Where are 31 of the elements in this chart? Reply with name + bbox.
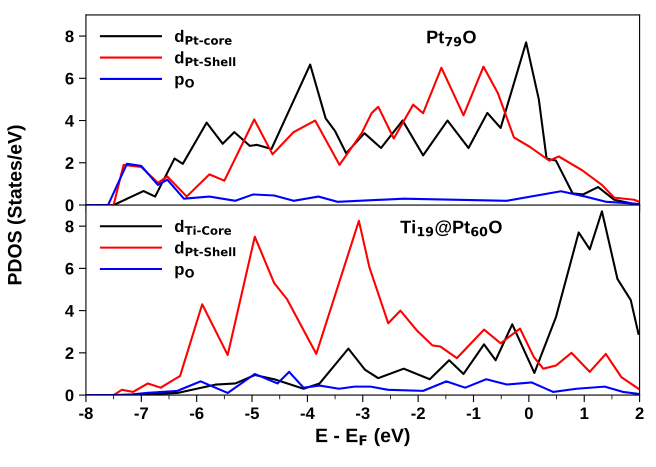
y-tick-label: 0	[66, 389, 74, 402]
y-tick-label: 2	[65, 347, 74, 359]
y-tick-label: 0	[66, 199, 74, 212]
x-tick-label: -3	[356, 407, 370, 420]
x-tick-label: -7	[134, 408, 148, 419]
y-axis-title: PDOS (States/eV)	[7, 125, 26, 284]
x-tick-label: -6	[190, 407, 204, 420]
y-tick-label: 6	[65, 262, 74, 275]
y-tick-label: 8	[65, 220, 74, 232]
legend-label: d$_{Pt-Shell}$	[174, 51, 236, 66]
legend-label: p$_{O}$	[175, 76, 194, 88]
annotation: Ti$_{19}$@Pt$_{60}$O	[400, 220, 502, 236]
x-tick-label: -1	[466, 408, 480, 419]
x-tick-label: 2	[636, 407, 644, 419]
x-tick-label: 0	[524, 407, 533, 420]
annotation: Pt$_{79}$O	[427, 30, 476, 46]
legend-label: d$_{Pt-core}$	[174, 30, 232, 45]
y-tick-label: 6	[65, 72, 74, 85]
x-axis-title: E - E$_{F}$ (eV)	[316, 428, 410, 446]
x-tick-label: -8	[79, 407, 93, 420]
y-tick-label: 2	[65, 157, 74, 169]
y-tick-label: 4	[65, 305, 74, 317]
x-tick-label: 1	[580, 408, 588, 419]
y-tick-label: 4	[65, 115, 74, 127]
x-tick-label: -2	[411, 407, 425, 419]
legend-label: d$_{Pt-Shell}$	[174, 241, 236, 256]
x-tick-label: -4	[300, 408, 315, 419]
legend-label: p$_{O}$	[175, 266, 194, 278]
legend-label: d$_{Ti-Core}$	[174, 220, 232, 235]
x-tick-label: -5	[245, 408, 259, 420]
y-tick-label: 8	[65, 30, 74, 42]
